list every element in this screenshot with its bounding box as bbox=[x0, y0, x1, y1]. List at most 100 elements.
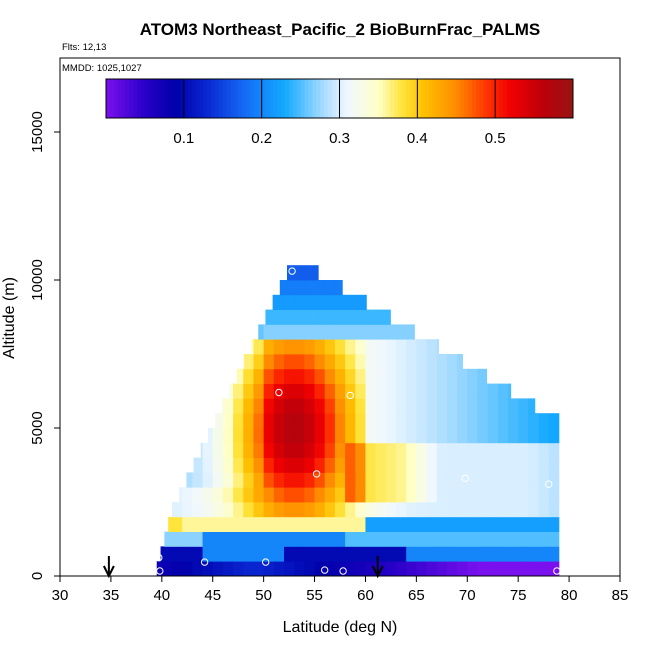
colorbar-segment bbox=[475, 79, 481, 118]
heat-cell bbox=[355, 398, 366, 414]
heat-cell bbox=[416, 487, 427, 503]
heat-cell bbox=[273, 428, 285, 444]
heat-cell bbox=[477, 428, 489, 444]
colorbar-segment bbox=[249, 79, 255, 118]
heat-cell bbox=[497, 472, 509, 488]
heat-cell bbox=[508, 442, 519, 458]
heat-cell bbox=[161, 546, 173, 562]
y-axis: 0 5000 10000 15000 bbox=[29, 111, 60, 580]
heat-cell bbox=[396, 457, 407, 473]
heat-cell bbox=[385, 546, 397, 562]
colorbar-segment bbox=[491, 79, 496, 118]
heat-cell bbox=[207, 428, 214, 444]
x-tick-label: 55 bbox=[306, 587, 323, 604]
colorbar-segment bbox=[518, 79, 523, 118]
colorbar-segment bbox=[183, 79, 189, 118]
heat-cell bbox=[324, 561, 336, 577]
heat-cell bbox=[436, 354, 448, 370]
heat-cell bbox=[406, 442, 417, 458]
colorbar-segment bbox=[277, 79, 282, 118]
colorbar-segment bbox=[207, 79, 212, 118]
heat-cell bbox=[284, 354, 295, 370]
heat-cell bbox=[284, 309, 295, 325]
heat-cell bbox=[324, 442, 336, 458]
colorbar-segment bbox=[561, 79, 566, 118]
heat-cell bbox=[273, 457, 285, 473]
colorbar-segment bbox=[522, 79, 527, 118]
heat-cell bbox=[396, 368, 407, 384]
heat-cell bbox=[457, 457, 468, 473]
heat-cell bbox=[467, 368, 478, 384]
heat-cell bbox=[355, 472, 366, 488]
heat-cell bbox=[396, 487, 407, 503]
heat-cell bbox=[233, 546, 244, 562]
colorbar-segment bbox=[393, 79, 399, 118]
sample-marker bbox=[339, 567, 347, 575]
heat-cell bbox=[355, 531, 366, 547]
heat-cell bbox=[467, 546, 478, 562]
heat-cell bbox=[436, 502, 448, 518]
heat-cell bbox=[477, 383, 489, 399]
heat-cell bbox=[314, 324, 326, 340]
colorbar-segment bbox=[382, 79, 387, 118]
colorbar-segment bbox=[257, 79, 263, 118]
heat-cell bbox=[345, 383, 356, 399]
heat-cell bbox=[446, 531, 458, 547]
heat-cell bbox=[334, 457, 346, 473]
heat-cell bbox=[334, 309, 346, 325]
colorbar-segment bbox=[121, 79, 126, 118]
heat-cell bbox=[487, 472, 499, 488]
heat-cell bbox=[446, 442, 458, 458]
heat-cell bbox=[314, 472, 326, 488]
heat-cell bbox=[477, 546, 489, 562]
heat-cell bbox=[212, 457, 224, 473]
heat-cell bbox=[457, 413, 468, 429]
heat-cell bbox=[202, 546, 214, 562]
heat-cell bbox=[345, 413, 356, 429]
heat-cell bbox=[243, 383, 254, 399]
heat-cell bbox=[253, 457, 265, 473]
heat-cell bbox=[273, 561, 285, 577]
heat-cell bbox=[477, 561, 489, 577]
heat-cell bbox=[548, 502, 560, 518]
heat-cell bbox=[396, 398, 407, 414]
colorbar-segment bbox=[281, 79, 286, 118]
colorbar-segment bbox=[199, 79, 204, 118]
heat-cell bbox=[212, 442, 224, 458]
heat-cell bbox=[243, 368, 254, 384]
heat-cell bbox=[497, 457, 509, 473]
heat-cell bbox=[538, 546, 550, 562]
heat-cell bbox=[457, 368, 468, 384]
heat-cell bbox=[273, 383, 285, 399]
heat-cell bbox=[467, 398, 478, 414]
heat-cell bbox=[446, 383, 458, 399]
heat-cell bbox=[324, 472, 336, 488]
heat-cell bbox=[396, 413, 407, 429]
heat-cell bbox=[294, 502, 305, 518]
heat-cell bbox=[304, 309, 315, 325]
heat-cell bbox=[294, 413, 305, 429]
heat-cell bbox=[182, 516, 193, 532]
colorbar-segment bbox=[292, 79, 298, 118]
heat-cell bbox=[416, 472, 427, 488]
heat-cell bbox=[263, 442, 275, 458]
heat-cell bbox=[487, 516, 499, 532]
heat-cell bbox=[182, 531, 193, 547]
heat-cell bbox=[263, 472, 275, 488]
colorbar-segment bbox=[133, 79, 138, 118]
colorbar-segment bbox=[304, 79, 309, 118]
colorbar-segment bbox=[514, 79, 520, 118]
heat-cell bbox=[497, 546, 509, 562]
heat-cell bbox=[233, 442, 244, 458]
colorbar-segment bbox=[288, 79, 294, 118]
sample-marker bbox=[312, 470, 321, 478]
heat-cell bbox=[284, 457, 295, 473]
heat-cell bbox=[528, 457, 539, 473]
y-tick-label: 10000 bbox=[29, 259, 46, 301]
heat-cell bbox=[294, 339, 305, 355]
heat-cell bbox=[385, 516, 397, 532]
heat-cell bbox=[233, 472, 244, 488]
heat-cell bbox=[375, 383, 387, 399]
heat-cell bbox=[304, 280, 315, 296]
heat-cell bbox=[334, 516, 346, 532]
